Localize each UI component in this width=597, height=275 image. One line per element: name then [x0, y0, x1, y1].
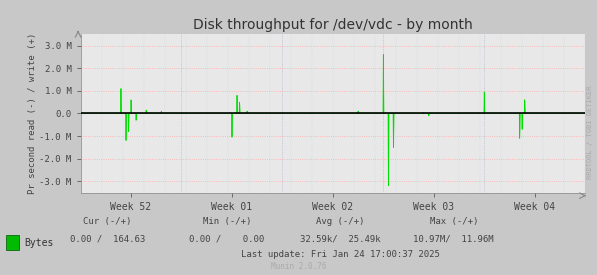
- Text: RRDTOOL / TOBI OETIKER: RRDTOOL / TOBI OETIKER: [587, 85, 593, 179]
- Text: 0.00 /    0.00: 0.00 / 0.00: [189, 235, 264, 244]
- Text: Bytes: Bytes: [24, 238, 53, 248]
- Text: 0.00 /  164.63: 0.00 / 164.63: [70, 235, 145, 244]
- Text: Cur (-/+): Cur (-/+): [83, 217, 132, 226]
- Text: Last update: Fri Jan 24 17:00:37 2025: Last update: Fri Jan 24 17:00:37 2025: [241, 250, 440, 259]
- Text: Avg (-/+): Avg (-/+): [316, 217, 365, 226]
- Text: Max (-/+): Max (-/+): [429, 217, 478, 226]
- Text: 32.59k/  25.49k: 32.59k/ 25.49k: [300, 235, 381, 244]
- Text: 10.97M/  11.96M: 10.97M/ 11.96M: [413, 235, 494, 244]
- Y-axis label: Pr second read (-) / write (+): Pr second read (-) / write (+): [27, 33, 36, 194]
- Text: Min (-/+): Min (-/+): [202, 217, 251, 226]
- Title: Disk throughput for /dev/vdc - by month: Disk throughput for /dev/vdc - by month: [193, 18, 473, 32]
- Text: Munin 2.0.76: Munin 2.0.76: [271, 262, 326, 271]
